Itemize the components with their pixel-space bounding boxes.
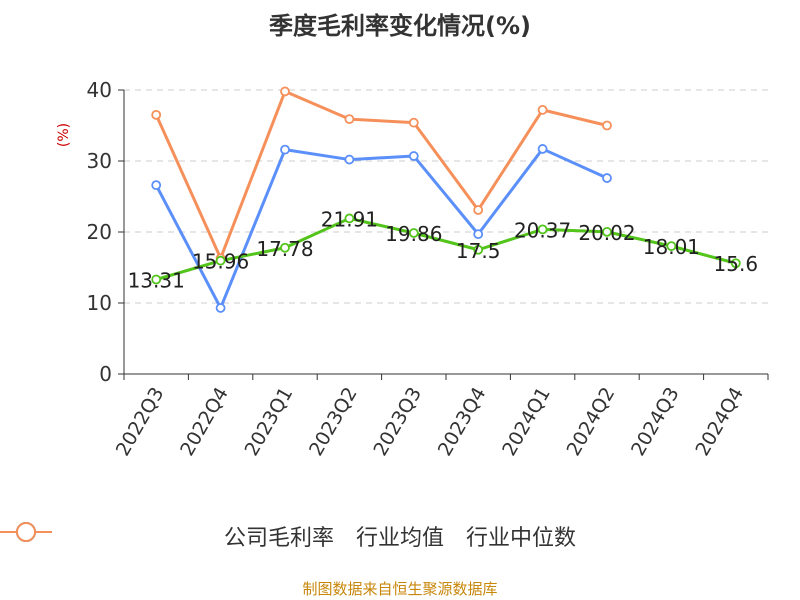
y-tick-label: 10 xyxy=(87,291,112,315)
data-point xyxy=(537,104,548,115)
data-point xyxy=(215,255,226,266)
x-tick-label: 2022Q3 xyxy=(112,384,169,460)
data-point xyxy=(473,229,484,240)
x-tick-label: 2023Q1 xyxy=(241,384,298,460)
data-point xyxy=(344,213,355,224)
data-point xyxy=(280,242,290,253)
x-tick-label: 2024Q2 xyxy=(563,384,620,460)
data-label: 18.01 xyxy=(643,235,700,259)
legend-item[interactable]: 公司毛利率 xyxy=(0,520,334,552)
data-point xyxy=(215,303,226,313)
series-line xyxy=(154,147,608,310)
data-point xyxy=(408,151,419,161)
data-point xyxy=(280,86,290,97)
data-point xyxy=(151,274,162,285)
data-label: 15.6 xyxy=(714,252,759,276)
data-point xyxy=(280,144,290,155)
data-label: 13.31 xyxy=(128,268,185,292)
data-point xyxy=(473,244,484,255)
x-tick-label: 2024Q4 xyxy=(691,384,748,460)
data-point xyxy=(602,226,612,237)
x-tick-label: 2023Q4 xyxy=(434,384,491,460)
data-point xyxy=(151,180,162,191)
x-tick-label: 2022Q4 xyxy=(176,384,233,460)
data-labels: 13.31 15.96 17.78 21.91 19.86 17.5 20.37 20.02 1… xyxy=(128,207,758,292)
source-footer: 制图数据来自恒生聚源数据库 xyxy=(302,580,498,598)
grid-lines xyxy=(124,89,768,304)
data-point xyxy=(473,205,484,215)
legend: 公司毛利率 行业均值 行业中位数 xyxy=(0,520,800,552)
x-tick-label: 2023Q3 xyxy=(369,384,426,460)
data-point xyxy=(666,241,677,252)
data-point xyxy=(602,173,612,183)
y-tick-label: 40 xyxy=(87,78,112,102)
y-tick-label: 30 xyxy=(87,149,112,173)
data-point xyxy=(408,117,419,128)
data-point xyxy=(537,144,548,154)
data-label: 17.78 xyxy=(256,237,313,261)
data-label: 21.91 xyxy=(321,207,378,231)
chart-title: 季度毛利率变化情况(%) xyxy=(269,12,531,40)
y-tick-label: 0 xyxy=(99,362,112,386)
series-lines xyxy=(151,86,741,313)
legend-item[interactable]: 行业均值 xyxy=(0,520,444,552)
data-point xyxy=(151,109,162,120)
x-tick-label: 2024Q3 xyxy=(627,384,684,460)
data-point xyxy=(537,224,548,235)
data-point xyxy=(602,120,612,131)
legend-label: 行业中位数 xyxy=(466,526,577,551)
data-point xyxy=(344,114,355,125)
data-label: 20.02 xyxy=(578,221,635,245)
x-tick-label: 2024Q1 xyxy=(498,384,555,460)
legend-label: 公司毛利率 xyxy=(223,526,334,551)
data-label: 17.5 xyxy=(456,239,501,263)
legend-label: 行业均值 xyxy=(355,526,444,551)
series-line xyxy=(154,89,608,260)
x-tick-label: 2023Q2 xyxy=(305,384,362,460)
legend-marker-icon xyxy=(0,522,52,542)
data-label: 20.37 xyxy=(514,218,571,242)
series-line xyxy=(155,216,737,281)
data-point xyxy=(408,228,419,238)
data-label: 15.96 xyxy=(192,250,249,274)
y-tick-label: 20 xyxy=(87,220,112,244)
data-label: 19.86 xyxy=(385,222,442,246)
legend-item[interactable]: 行业中位数 xyxy=(0,520,577,552)
data-point xyxy=(730,258,741,269)
data-point xyxy=(344,154,355,165)
